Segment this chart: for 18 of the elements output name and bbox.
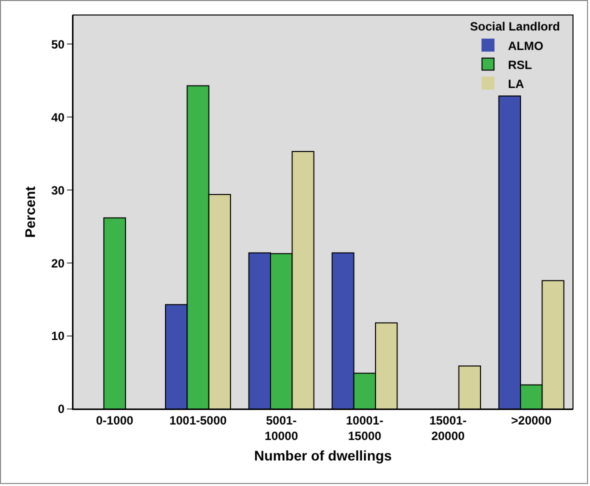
- x-tick-label: 0-1000: [96, 413, 134, 428]
- y-tick-label: 30: [51, 183, 65, 198]
- x-tick-label: 1001-5000: [169, 413, 228, 428]
- legend-title: Social Landlord: [470, 20, 560, 34]
- x-axis-title: Number of dwellings: [254, 447, 392, 464]
- y-tick-label: 50: [51, 37, 65, 52]
- x-tick-label: 10001-15000: [346, 413, 384, 443]
- y-tick-label: 40: [51, 110, 65, 124]
- x-tick-label: 5001-10000: [264, 413, 298, 443]
- y-axis-title: Percent: [22, 186, 38, 238]
- legend-label: ALMO: [508, 38, 544, 53]
- x-tick-label: 15001-20000: [429, 413, 467, 443]
- legend-label: LA: [508, 76, 524, 91]
- y-tick-label: 10: [51, 329, 65, 344]
- legend-label: RSL: [508, 58, 532, 72]
- y-tick-label: 20: [51, 256, 65, 270]
- y-tick-label: 0: [58, 402, 65, 416]
- x-tick-label: >20000: [511, 413, 552, 428]
